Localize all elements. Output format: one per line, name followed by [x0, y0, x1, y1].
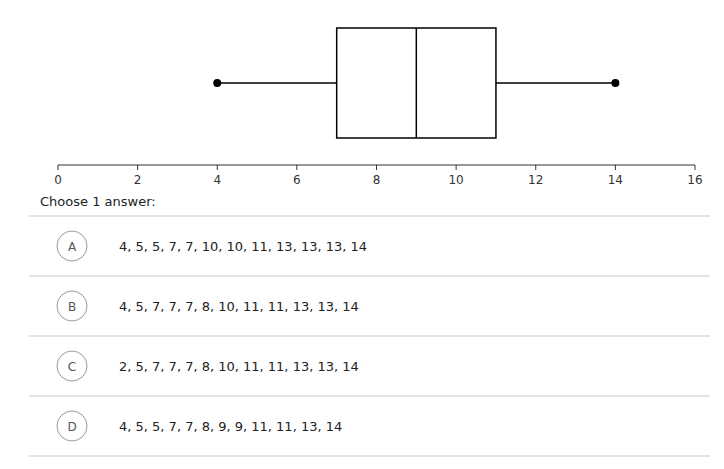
option-circle[interactable]: [57, 411, 87, 441]
median-line: [416, 28, 418, 138]
x-tick: [217, 165, 218, 170]
separator: [29, 456, 710, 457]
option-letter[interactable]: B: [68, 300, 76, 314]
x-tick-label: 16: [687, 173, 702, 187]
x-tick-label: 14: [608, 173, 623, 187]
choose-label: Choose 1 answer:: [40, 194, 156, 209]
x-tick: [615, 165, 616, 170]
x-tick-label: 12: [528, 173, 543, 187]
lower-whisker: [217, 82, 336, 84]
option-circle[interactable]: [57, 231, 87, 261]
separator: [29, 216, 710, 217]
upper-whisker: [496, 82, 615, 84]
x-tick: [695, 165, 696, 170]
separator: [29, 276, 710, 277]
chart: 0 2 4 6 8 10 12 14 16 Choose 1 answer: A 4, 5, 5, 7…: [0, 0, 724, 469]
option-circle[interactable]: [57, 351, 87, 381]
x-tick-label: 0: [54, 173, 62, 187]
option-letter[interactable]: A: [68, 240, 77, 254]
option-letter[interactable]: D: [67, 420, 76, 434]
x-tick: [376, 165, 377, 170]
option-text[interactable]: 4, 5, 5, 7, 7, 10, 10, 11, 13, 13, 13, 1…: [119, 239, 367, 254]
option-text[interactable]: 2, 5, 7, 7, 7, 8, 10, 11, 11, 13, 13, 14: [119, 359, 359, 374]
x-tick: [535, 165, 536, 170]
answer-option[interactable]: A 4, 5, 5, 7, 7, 10, 10, 11, 13, 13, 13, …: [57, 231, 367, 261]
whisker-max-dot: [611, 79, 619, 87]
whisker-min-dot: [213, 79, 221, 87]
x-tick: [137, 165, 138, 170]
x-tick-label: 10: [448, 173, 463, 187]
x-tick: [456, 165, 457, 170]
answer-option[interactable]: D 4, 5, 5, 7, 7, 8, 9, 9, 11, 11, 13, 14: [57, 411, 342, 441]
answer-option[interactable]: B 4, 5, 7, 7, 7, 8, 10, 11, 11, 13, 13, 1…: [57, 291, 359, 321]
box-plot: [213, 28, 619, 138]
separator: [29, 336, 710, 337]
x-tick: [296, 165, 297, 170]
option-text[interactable]: 4, 5, 7, 7, 7, 8, 10, 11, 11, 13, 13, 14: [119, 299, 359, 314]
x-tick-label: 2: [134, 173, 142, 187]
answer-option[interactable]: C 2, 5, 7, 7, 7, 8, 10, 11, 11, 13, 13, 1…: [57, 351, 359, 381]
option-text[interactable]: 4, 5, 5, 7, 7, 8, 9, 9, 11, 11, 13, 14: [119, 419, 342, 434]
option-circle[interactable]: [57, 291, 87, 321]
x-tick-label: 6: [293, 173, 301, 187]
option-letter[interactable]: C: [68, 360, 76, 374]
x-tick-label: 8: [373, 173, 381, 187]
separator: [29, 396, 710, 397]
x-tick-label: 4: [213, 173, 221, 187]
x-tick: [58, 165, 59, 170]
box: [337, 28, 496, 138]
